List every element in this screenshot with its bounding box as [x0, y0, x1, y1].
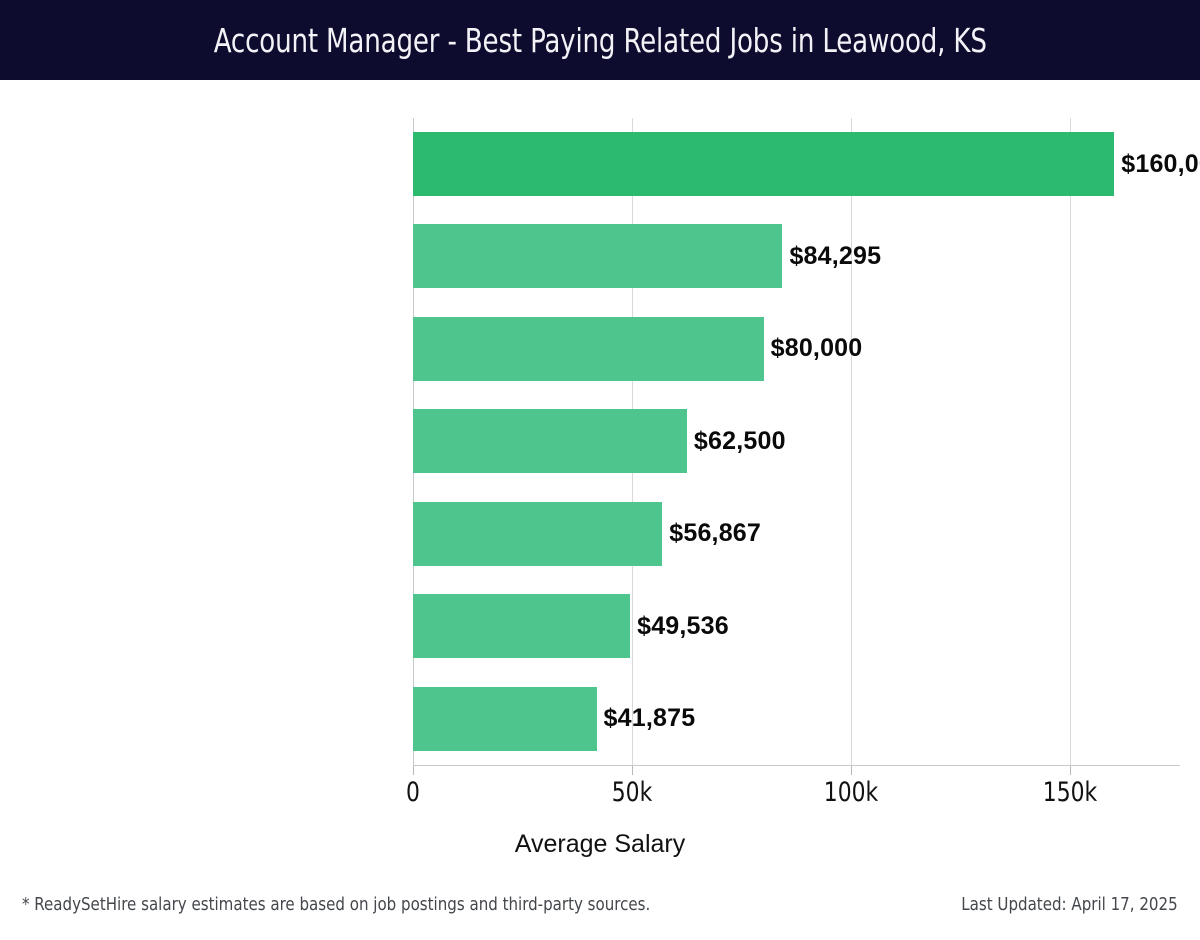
x-tick-label: 0 — [406, 777, 420, 808]
bar-row[interactable]: Sales Manager$56,867 — [413, 488, 1180, 580]
x-tick-mark — [632, 766, 634, 775]
bar-row[interactable]: Product Specialist$62,500 — [413, 395, 1180, 487]
bar-row[interactable]: Marketing Coordinator$41,875 — [413, 673, 1180, 765]
x-tick-mark — [851, 766, 853, 775]
x-tick-label: 150k — [1043, 777, 1098, 808]
x-tick-mark — [1070, 766, 1072, 775]
x-tick-label: 50k — [611, 777, 653, 808]
page-title: Account Manager - Best Paying Related Jo… — [213, 20, 987, 60]
bar-value-label: $49,536 — [637, 611, 729, 640]
bar-value-label: $84,295 — [789, 241, 882, 270]
bar-value-label: $160,001 — [1121, 149, 1200, 178]
bar-row[interactable]: Business Analyst$84,295 — [413, 210, 1180, 302]
bar[interactable] — [413, 409, 687, 474]
footer-last-updated: Last Updated: April 17, 2025 — [961, 894, 1178, 915]
bar-row[interactable]: Operations Manager$49,536 — [413, 580, 1180, 672]
bar-value-label: $80,000 — [770, 334, 863, 363]
bar-value-label: $62,500 — [693, 426, 786, 455]
bar-value-label: $41,875 — [603, 704, 696, 733]
bar[interactable] — [413, 501, 663, 566]
x-tick-label: 100k — [824, 777, 879, 808]
x-axis-title: Average Salary — [514, 830, 686, 858]
bar[interactable] — [413, 132, 1115, 196]
footer-disclaimer: * ReadySetHire salary estimates are base… — [22, 894, 651, 915]
bar-row[interactable]: Customer Success Manager$160,001 — [413, 118, 1200, 210]
chart-canvas: 0 50k 100k 150k Customer Success Manager$16… — [0, 80, 1200, 880]
bar[interactable] — [413, 594, 631, 659]
bar-row[interactable]: Communications Manager$80,000 — [413, 303, 1180, 395]
bar[interactable] — [413, 686, 597, 751]
bar-value-label: $56,867 — [669, 519, 762, 548]
x-axis-line — [413, 765, 1180, 766]
x-tick-mark — [413, 766, 414, 775]
page-footer: * ReadySetHire salary estimates are base… — [0, 880, 1200, 940]
bar[interactable] — [413, 316, 764, 381]
bar[interactable] — [413, 224, 783, 289]
gridline — [851, 118, 853, 765]
page-header: Account Manager - Best Paying Related Jo… — [0, 0, 1200, 80]
gridline — [1070, 118, 1072, 765]
plot-area: Customer Success Manager$160,001Business… — [413, 118, 1200, 765]
